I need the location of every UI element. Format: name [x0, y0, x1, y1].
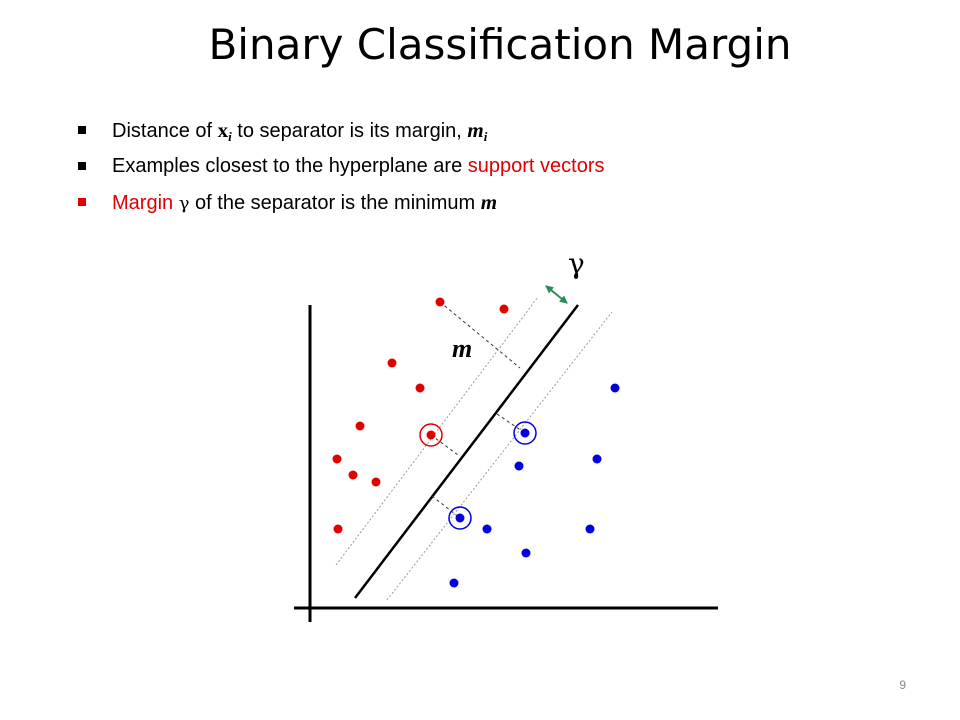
red-point — [355, 421, 365, 431]
blue-point — [482, 524, 492, 534]
red-point — [415, 383, 425, 393]
bullet-support-vectors: Examples closest to the hyperplane are s… — [78, 148, 605, 184]
blue-point — [521, 548, 531, 558]
bullet-margin-definition: Distance of xi to separator is its margi… — [78, 112, 605, 148]
blue-support-vector-ring — [448, 506, 472, 530]
red-support-vector-ring — [419, 423, 443, 447]
upper-margin-boundary — [335, 296, 539, 566]
red-point — [499, 304, 509, 314]
red-point — [371, 477, 381, 487]
blue-point — [449, 578, 459, 588]
separator-hyperplane — [354, 304, 579, 599]
blue-point — [585, 524, 595, 534]
m-label: m — [452, 334, 472, 363]
gamma-margin-arrow — [545, 285, 568, 304]
red-point — [332, 454, 342, 464]
red-support-vector — [426, 430, 436, 440]
red-point — [387, 358, 397, 368]
distance-dash-blue-sv-lower — [431, 495, 461, 519]
blue-point — [514, 461, 524, 471]
bullet-list: Distance of xi to separator is its margi… — [78, 112, 605, 220]
blue-support-vector — [520, 428, 530, 438]
gamma-label: γ — [568, 247, 585, 280]
red-point — [435, 297, 445, 307]
red-point — [348, 470, 358, 480]
blue-support-vector — [455, 513, 465, 523]
blue-point — [592, 454, 602, 464]
square-bullet-icon — [78, 162, 86, 170]
blue-point — [610, 383, 620, 393]
square-bullet-icon — [78, 198, 86, 206]
square-bullet-icon — [78, 126, 86, 134]
page-number: 9 — [899, 678, 906, 692]
lower-margin-boundary — [386, 311, 613, 601]
red-point — [333, 524, 343, 534]
slide-title: Binary Classification Margin — [208, 20, 792, 69]
distance-dash-top — [439, 301, 521, 369]
blue-support-vector-ring — [513, 421, 537, 445]
bullet-separator-margin: Margin γ of the separator is the minimum… — [78, 184, 605, 220]
